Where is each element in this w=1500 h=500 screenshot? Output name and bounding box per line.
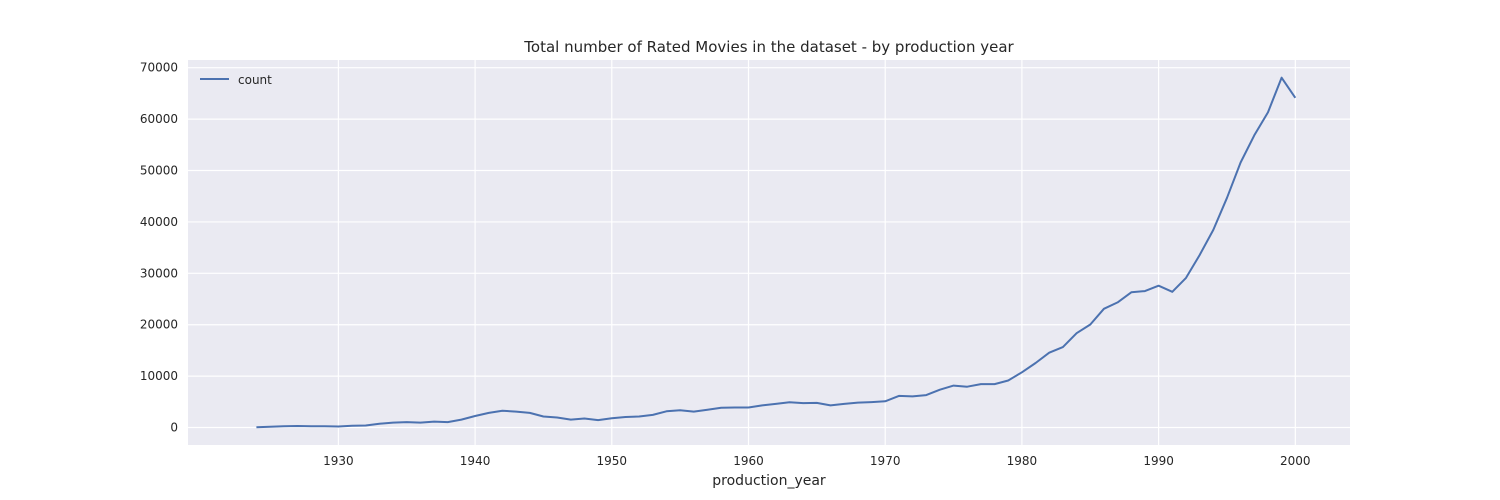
x-axis-label: production_year	[712, 473, 826, 489]
y-tick-label: 40000	[140, 215, 178, 229]
x-tick-label: 2000	[1280, 454, 1311, 468]
x-tick-label: 1990	[1143, 454, 1174, 468]
x-tick-label: 1980	[1007, 454, 1038, 468]
y-tick-label: 70000	[140, 61, 178, 75]
x-tick-labels: 1930 1940 1950 1960 1970 1980 1990 2000	[323, 454, 1310, 468]
grid	[188, 60, 1350, 445]
y-tick-label: 20000	[140, 318, 178, 332]
y-tick-label: 10000	[140, 369, 178, 383]
x-tick-label: 1930	[323, 454, 354, 468]
y-tick-label: 30000	[140, 266, 178, 280]
x-tick-label: 1950	[597, 454, 628, 468]
plot-background	[188, 60, 1350, 445]
y-tick-label: 0	[170, 421, 178, 435]
x-tick-label: 1970	[870, 454, 901, 468]
legend: count	[200, 73, 272, 87]
legend-label: count	[238, 73, 272, 87]
series-line-count	[256, 76, 1297, 429]
chart-title: Total number of Rated Movies in the data…	[523, 38, 1014, 56]
y-tick-labels: 0 10000 20000 30000 40000 50000 60000 70000	[140, 61, 178, 435]
y-tick-label: 60000	[140, 112, 178, 126]
x-tick-label: 1960	[733, 454, 764, 468]
y-tick-label: 50000	[140, 164, 178, 178]
x-tick-label: 1940	[460, 454, 491, 468]
series-lines	[256, 76, 1297, 429]
